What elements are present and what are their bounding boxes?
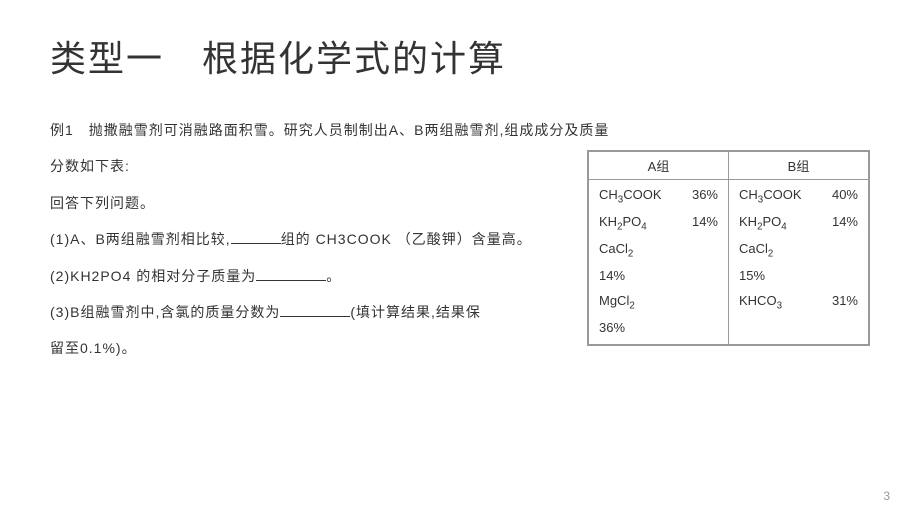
composition-table: A组 B组 CH3COOK36%KH2PO414%CaCl214%MgCl236… — [587, 150, 870, 346]
table-row: CaCl2 — [599, 237, 718, 264]
table-row: KHCO3 31% — [739, 289, 858, 316]
q3-post: (填计算结果,结果保 — [350, 304, 481, 320]
formula: 36% — [599, 316, 625, 341]
blank-3 — [280, 303, 350, 317]
percent: 36% — [692, 183, 718, 210]
percent: 14% — [832, 210, 858, 237]
formula: KHCO3 — [739, 289, 782, 316]
formula: CaCl2 — [599, 237, 633, 264]
table-header-b: B组 — [729, 152, 869, 180]
table-header-a: A组 — [589, 152, 729, 180]
formula: KH2PO4 — [599, 210, 647, 237]
question-3-line2: 留至0.1%)。 — [50, 330, 610, 366]
question-1: (1)A、B两组融雪剂相比较, 组的 CH3COOK （乙酸钾）含量高。 — [50, 221, 610, 257]
percent: 14% — [692, 210, 718, 237]
formula: CH3COOK — [739, 183, 802, 210]
formula: KH2PO4 — [739, 210, 787, 237]
formula: 14% — [599, 264, 625, 289]
q2-pre: (2)KH2PO4 的相对分子质量为 — [50, 268, 256, 284]
table-row: CH3COOK 36% — [599, 183, 718, 210]
blank-1 — [231, 230, 281, 244]
table-row: CaCl2 — [739, 237, 858, 264]
formula: 15% — [739, 264, 765, 289]
q2-post: 。 — [326, 268, 341, 284]
q1-post: 组的 CH3COOK （乙酸钾）含量高。 — [281, 231, 532, 247]
percent: 31% — [832, 289, 858, 316]
q3-pre: (3)B组融雪剂中,含氯的质量分数为 — [50, 304, 280, 320]
table-row: 36% — [599, 316, 718, 341]
question-block: 例1 抛撒融雪剂可消融路面积雪。研究人员制制出A、B两组融雪剂,组成成分及质量分… — [50, 112, 610, 367]
formula: MgCl2 — [599, 289, 635, 316]
table-row: 15% — [739, 264, 858, 289]
question-3: (3)B组融雪剂中,含氯的质量分数为 (填计算结果,结果保 — [50, 294, 610, 330]
content-area: 例1 抛撒融雪剂可消融路面积雪。研究人员制制出A、B两组融雪剂,组成成分及质量分… — [50, 112, 870, 367]
table-row: MgCl2 — [599, 289, 718, 316]
cell-a: CH3COOK36%KH2PO414%CaCl214%MgCl236% — [589, 180, 729, 345]
cell-b: CH3COOK 40% KH2PO4 14% CaCl215%KHCO3 31% — [729, 180, 869, 345]
table-row: CH3COOK 40% — [739, 183, 858, 210]
example-intro: 例1 抛撒融雪剂可消融路面积雪。研究人员制制出A、B两组融雪剂,组成成分及质量分… — [50, 112, 610, 185]
question-2: (2)KH2PO4 的相对分子质量为 。 — [50, 258, 610, 294]
table-row: KH2PO4 14% — [739, 210, 858, 237]
table-row: KH2PO4 14% — [599, 210, 718, 237]
q1-pre: (1)A、B两组融雪剂相比较, — [50, 231, 231, 247]
answer-prompt: 回答下列问题。 — [50, 185, 610, 221]
percent: 40% — [832, 183, 858, 210]
formula: CaCl2 — [739, 237, 773, 264]
formula: CH3COOK — [599, 183, 662, 210]
table-row: 14% — [599, 264, 718, 289]
page-title: 类型一 根据化学式的计算 — [50, 30, 870, 82]
page-number: 3 — [883, 489, 890, 503]
blank-2 — [256, 267, 326, 281]
